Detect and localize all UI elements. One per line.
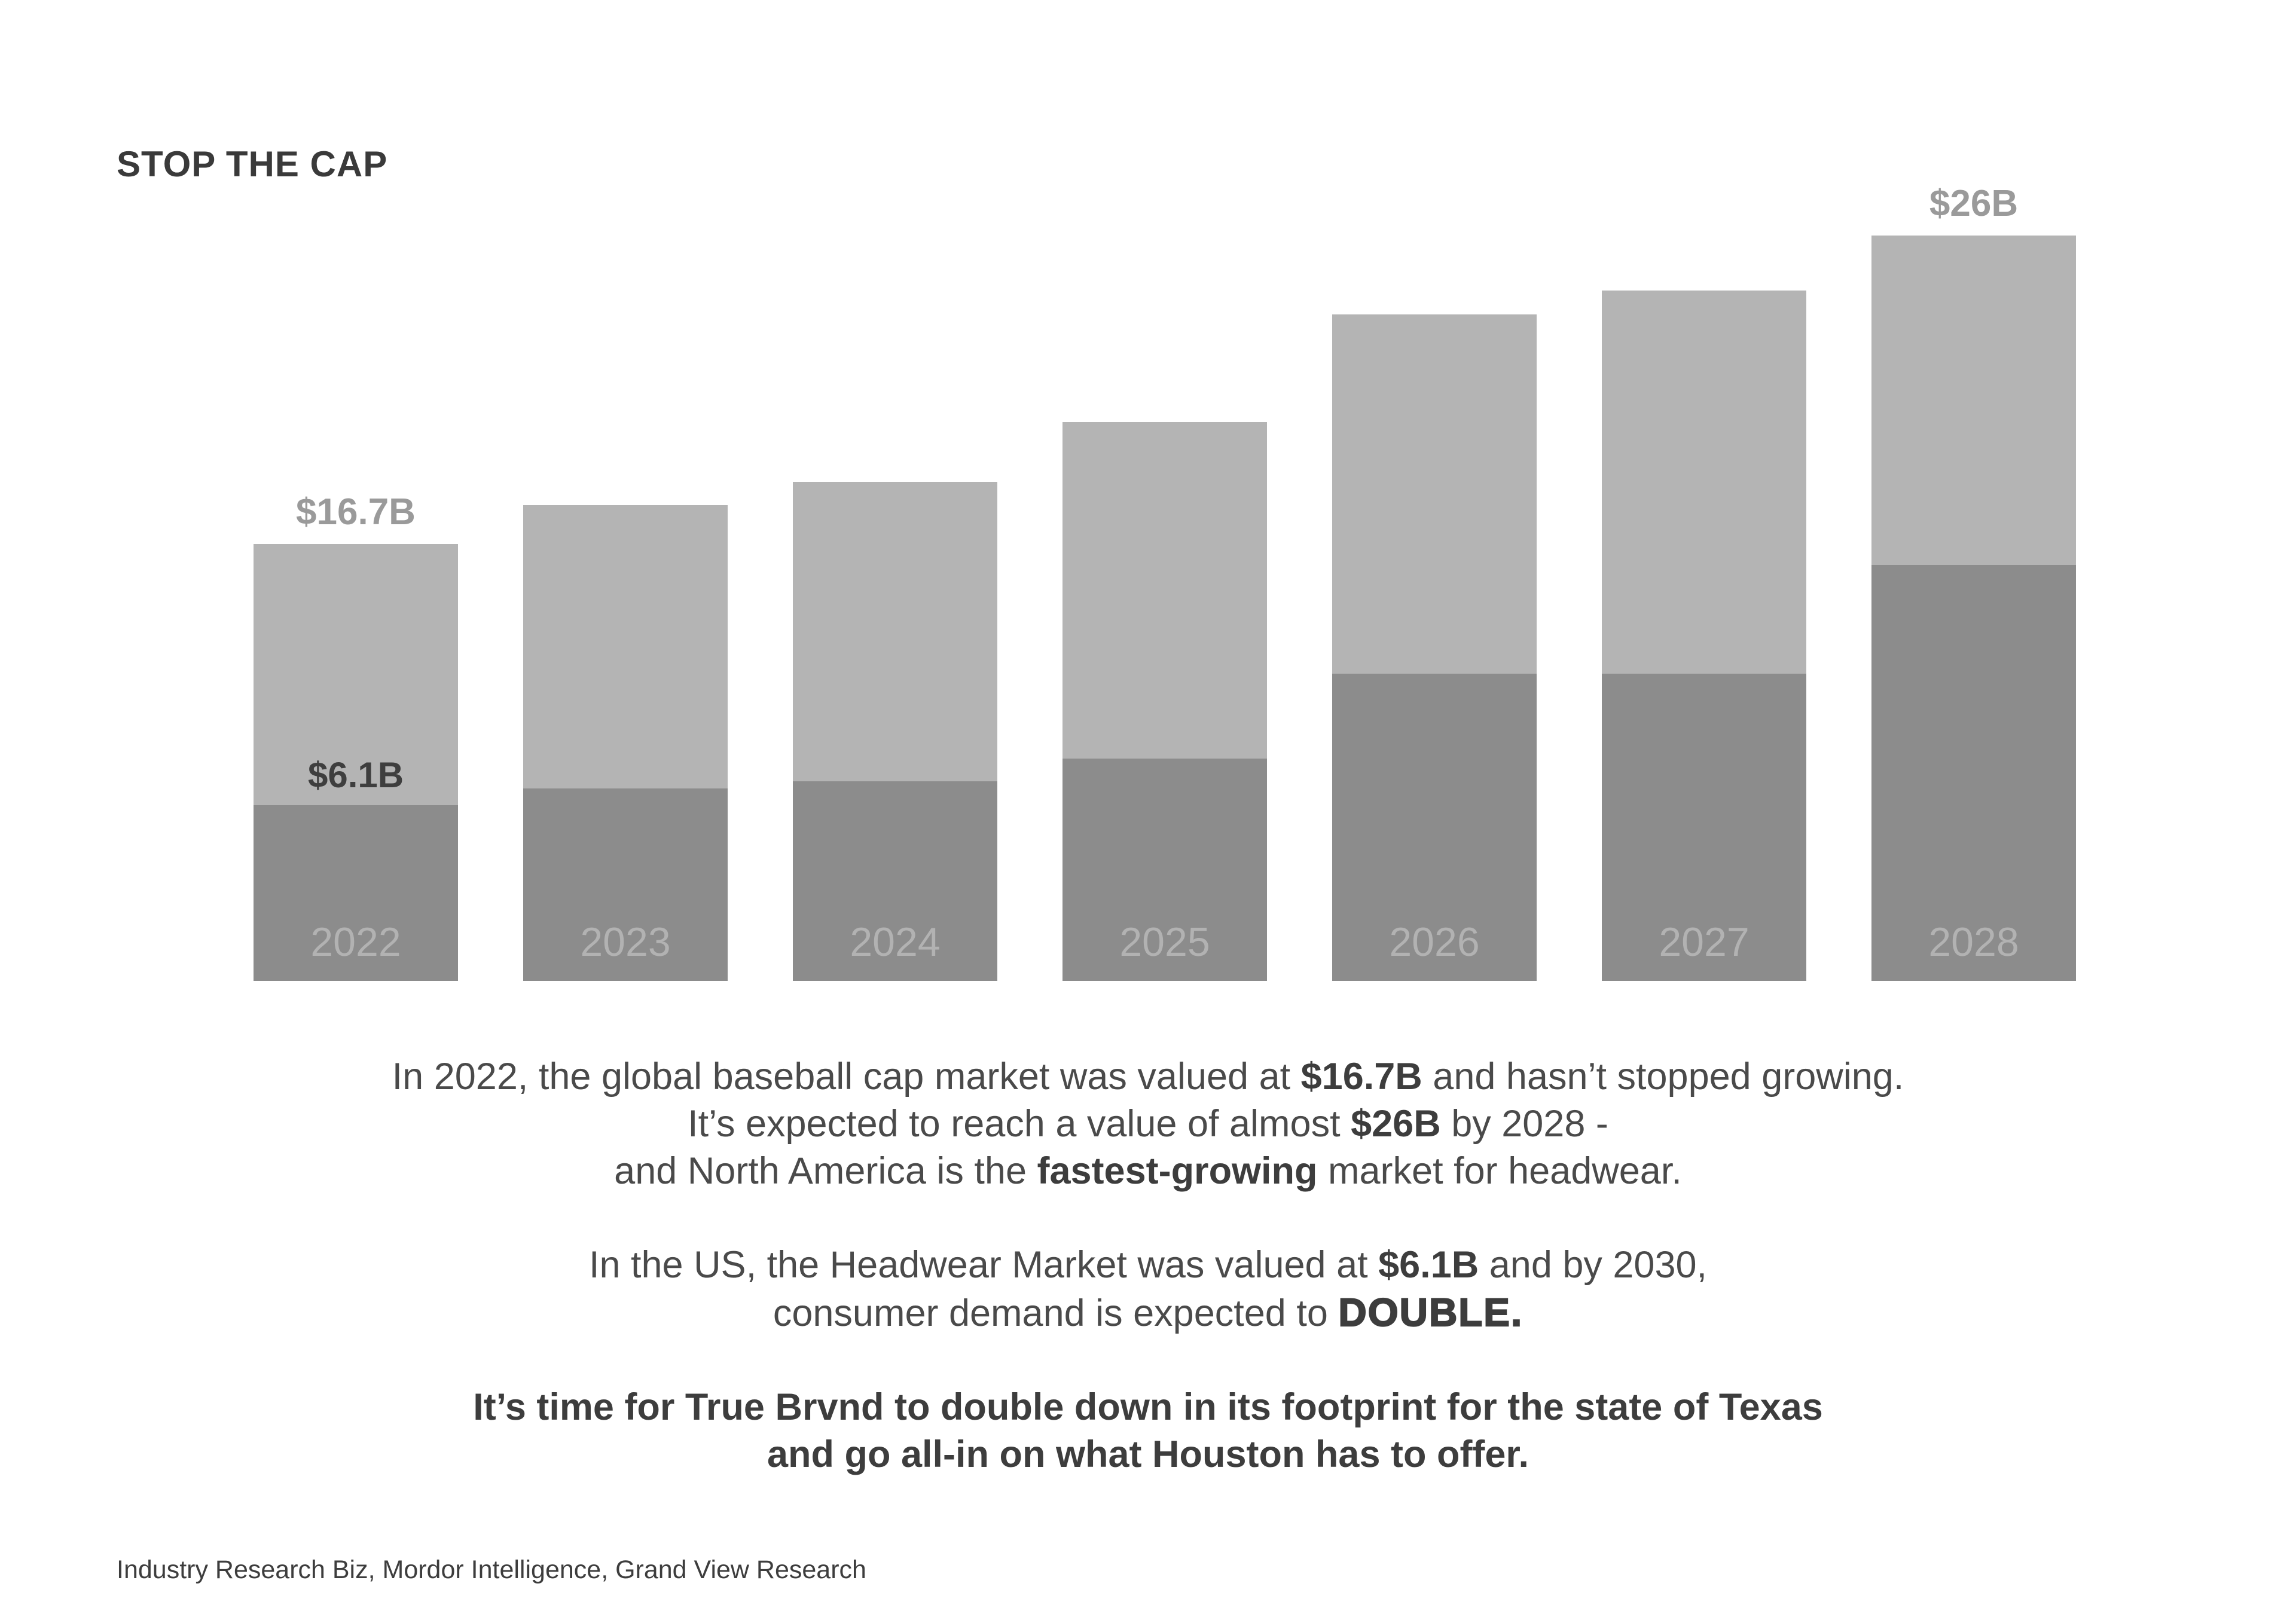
bar-segment-us <box>254 805 458 981</box>
bar-value-label: $26B <box>1929 183 2019 224</box>
bar-year-label: 2023 <box>580 919 671 965</box>
page-title: STOP THE CAP <box>117 144 388 184</box>
text-segment: $16.7B <box>1300 1056 1422 1098</box>
bar-2022: 2022 $16.7B $6.1B <box>254 491 458 981</box>
bar-2028: 2028 $26B <box>1871 183 2076 981</box>
body-copy: In 2022, the global baseball cap market … <box>0 1053 2296 1525</box>
text-segment: market for headwear. <box>1317 1150 1682 1192</box>
bar-segment-us <box>523 788 728 981</box>
market-bar-chart: 2022 $16.7B $6.1B 2023 2024 2025 2026 2027 2028 $… <box>254 183 2076 981</box>
text-segment: In the US, the Headwear Market was value… <box>588 1244 1379 1286</box>
bar-year-label: 2022 <box>310 919 401 965</box>
text-segment: DOUBLE. <box>1338 1290 1523 1335</box>
text-segment: $6.1B <box>1378 1244 1479 1286</box>
bar-segment-us <box>793 781 997 981</box>
bar-segment-us <box>1062 759 1267 981</box>
body-paragraph-2: In the US, the Headwear Market was value… <box>0 1242 2296 1337</box>
text-segment: It’s time for True Brvnd to double down … <box>473 1386 1823 1428</box>
bar-value-label: $16.7B <box>296 491 416 533</box>
bar-2025: 2025 <box>1062 422 1267 981</box>
bar-2023: 2023 <box>523 505 728 981</box>
text-segment: fastest-growing <box>1037 1150 1318 1192</box>
text-segment: and hasn’t stopped growing. <box>1422 1056 1904 1098</box>
source-citation: Industry Research Biz, Mordor Intelligen… <box>117 1555 866 1584</box>
bar-2026: 2026 <box>1332 314 1537 981</box>
text-segment: and by 2030, <box>1479 1244 1708 1286</box>
text-segment: $26B <box>1351 1103 1441 1145</box>
bar-segment-us <box>1602 674 1806 981</box>
text-segment: and North America is the <box>614 1150 1037 1192</box>
bar-segment-us <box>1332 674 1537 981</box>
text-segment: consumer demand is expected to <box>773 1292 1339 1334</box>
text-segment: In 2022, the global baseball cap market … <box>392 1056 1301 1098</box>
bar-year-label: 2028 <box>1928 919 2019 965</box>
bar-year-label: 2024 <box>850 919 941 965</box>
bar-year-label: 2025 <box>1119 919 1210 965</box>
bar-year-label: 2027 <box>1659 919 1750 965</box>
bar-value-label: $6.1B <box>307 755 404 795</box>
bar-2027: 2027 <box>1602 291 1806 981</box>
bar-year-label: 2026 <box>1389 919 1480 965</box>
body-paragraph-3: It’s time for True Brvnd to double down … <box>0 1384 2296 1478</box>
body-paragraph-1: In 2022, the global baseball cap market … <box>0 1053 2296 1195</box>
bar-segment-us <box>1871 565 2076 981</box>
text-segment: and go all-in on what Houston has to off… <box>767 1433 1529 1475</box>
bar-2024: 2024 <box>793 482 997 981</box>
text-segment: It’s expected to reach a value of almost <box>688 1103 1351 1145</box>
text-segment: by 2028 - <box>1440 1103 1608 1145</box>
